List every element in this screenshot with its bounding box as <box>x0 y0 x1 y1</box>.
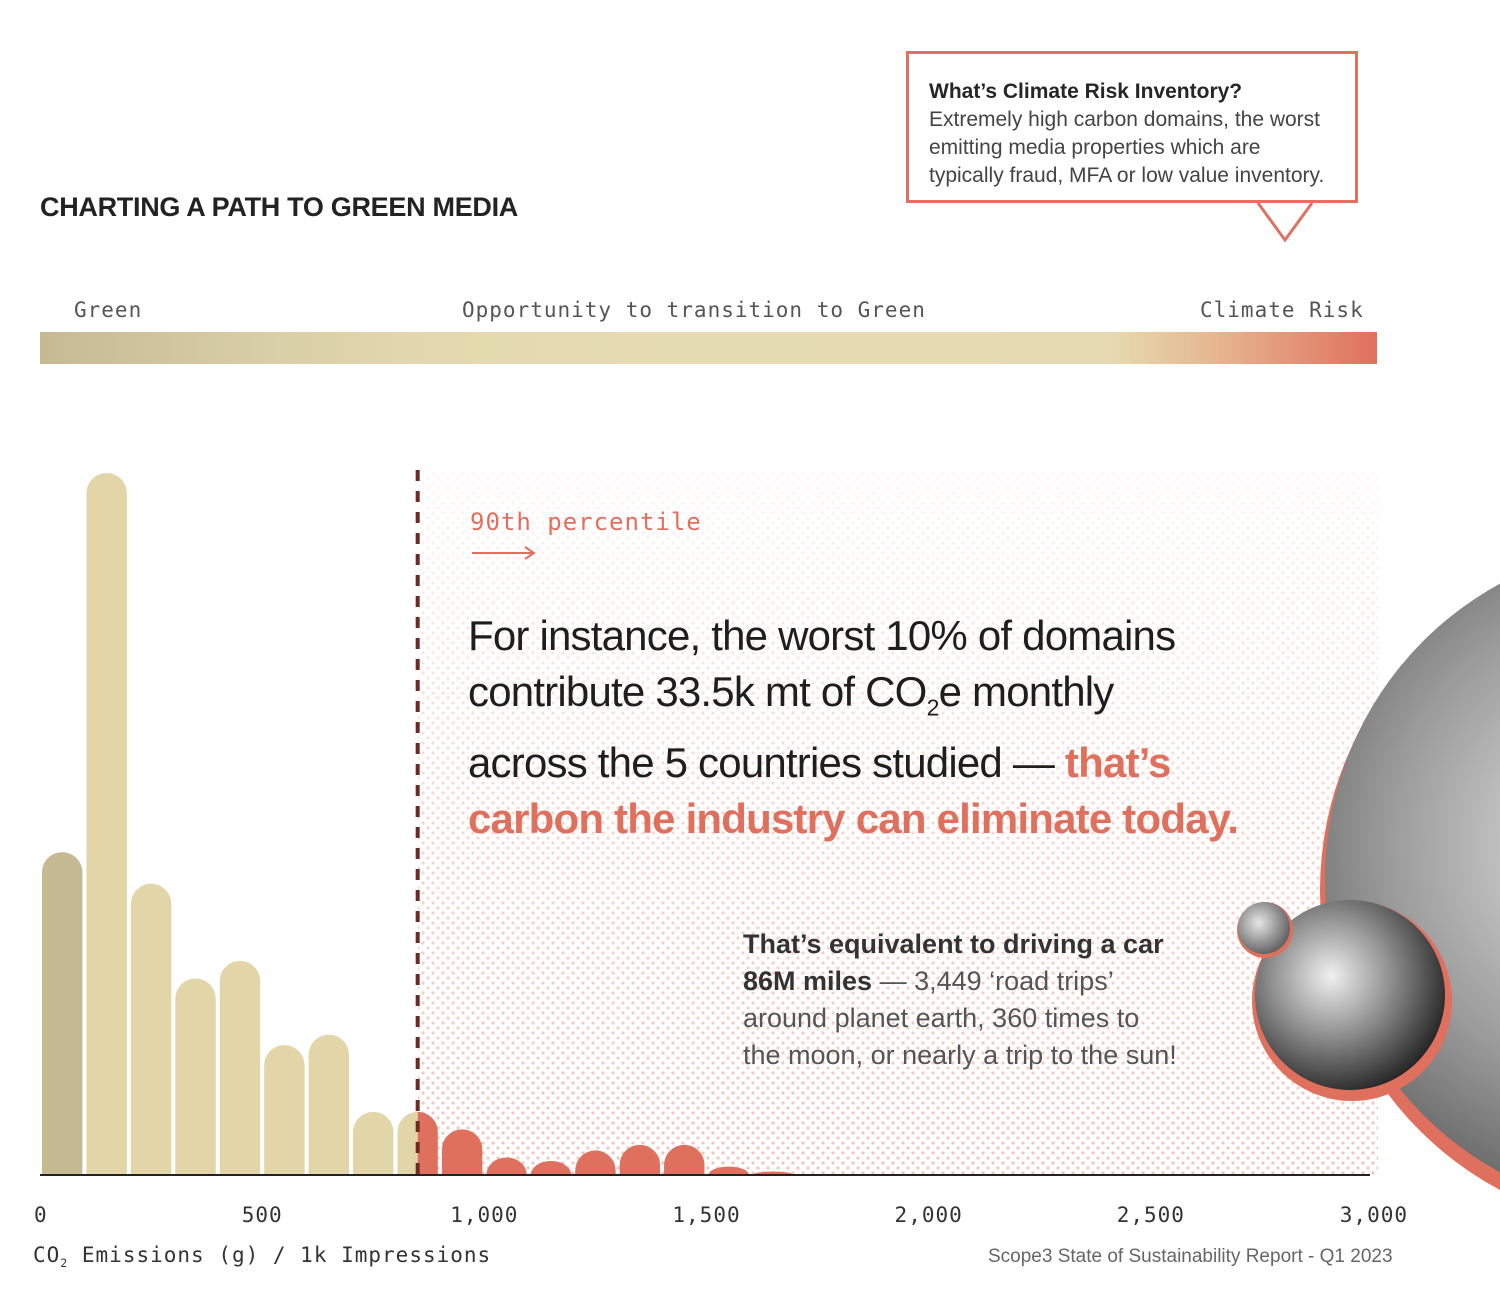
histogram-bar <box>417 1111 438 1175</box>
chart-title: CHARTING A PATH TO GREEN MEDIA <box>40 192 519 222</box>
co2-subscript: 2 <box>926 694 940 721</box>
equivalence-rest-3: the moon, or nearly a trip to the sun! <box>743 1040 1177 1070</box>
histogram-bar <box>530 1160 572 1175</box>
histogram-bar <box>486 1157 527 1175</box>
x-axis-label-subscript: 2 <box>60 1256 69 1271</box>
scale-label-climate-risk: Climate Risk <box>1200 298 1364 322</box>
histogram-bar <box>397 1111 418 1175</box>
histogram-bars <box>42 473 794 1176</box>
histogram-bar <box>441 1129 483 1175</box>
callout-title: What’s Climate Risk Inventory? <box>929 80 1243 103</box>
earth-icon <box>1255 900 1445 1090</box>
x-axis-label-co: CO <box>33 1243 61 1267</box>
histogram-bar <box>353 1111 394 1175</box>
main-annotation: For instance, the worst 10% of domains c… <box>468 608 1348 847</box>
green-to-risk-gradient-bar <box>40 332 1377 364</box>
scale-label-green: Green <box>74 298 143 322</box>
callout-line-3: typically fraud, MFA or low value invent… <box>929 164 1325 187</box>
histogram-bar <box>619 1144 661 1175</box>
histogram-bar <box>86 473 127 1176</box>
main-annotation-line-4: carbon the industry can eliminate today. <box>468 795 1239 843</box>
callout-line-2: emitting media properties which are <box>929 136 1261 159</box>
callout-line-1: Extremely high carbon domains, the worst <box>929 108 1321 131</box>
x-tick-label: 2,500 <box>1116 1203 1185 1227</box>
main-line-2-end: e monthly <box>938 668 1115 715</box>
histogram-bar <box>664 1144 705 1175</box>
main-line-2-start: contribute 33.5k mt of CO <box>468 668 927 715</box>
equivalence-rest-2: around planet earth, 360 times to <box>743 1003 1140 1033</box>
histogram-bar <box>264 1045 305 1175</box>
main-annotation-line-2: contribute 33.5k mt of CO2e monthly <box>468 664 1348 735</box>
climate-risk-callout: What’s Climate Risk Inventory? Extremely… <box>906 51 1358 203</box>
x-tick-label: 0 <box>34 1203 48 1227</box>
x-tick-label: 1,500 <box>672 1203 741 1227</box>
histogram-bar <box>42 852 83 1175</box>
percentile-label: 90th percentile <box>470 508 702 536</box>
equivalence-bold-1: That’s equivalent to driving a car <box>743 929 1164 959</box>
callout-tail-icon <box>1256 202 1314 243</box>
x-axis-label: CO2 Emissions (g) / 1k Impressions <box>33 1243 491 1270</box>
scale-label-opportunity: Opportunity to transition to Green <box>462 298 926 322</box>
equivalence-note: That’s equivalent to driving a car 86M m… <box>743 926 1263 1074</box>
histogram-bar <box>219 960 261 1175</box>
histogram-bar <box>308 1034 350 1175</box>
x-tick-label: 500 <box>241 1203 283 1227</box>
planet-illustrations <box>1237 583 1500 1190</box>
main-line-3-highlight: that’s <box>1064 739 1171 787</box>
x-tick-label: 1,000 <box>450 1203 519 1227</box>
x-axis-label-rest: Emissions (g) / 1k Impressions <box>68 1243 492 1267</box>
histogram-bar <box>130 883 172 1175</box>
x-tick-label: 3,000 <box>1339 1203 1408 1227</box>
main-annotation-line-1: For instance, the worst 10% of domains <box>468 612 1176 659</box>
histogram-bar <box>575 1150 616 1175</box>
equivalence-rest-1: — 3,449 ‘road trips’ <box>872 966 1114 996</box>
main-annotation-line-3: across the 5 countries studied — that’s <box>468 735 1348 791</box>
x-tick-label: 2,000 <box>894 1203 963 1227</box>
histogram-bar <box>708 1166 749 1175</box>
risk-zone-fade <box>418 470 1378 1176</box>
percentile-arrow-icon <box>472 546 536 560</box>
equivalence-bold-2: 86M miles <box>743 966 873 996</box>
histogram-bar <box>175 978 216 1175</box>
moon-icon <box>1238 902 1290 954</box>
main-line-3-start: across the 5 countries studied — <box>468 739 1065 787</box>
source-credit: Scope3 State of Sustainability Report - … <box>988 1246 1393 1267</box>
